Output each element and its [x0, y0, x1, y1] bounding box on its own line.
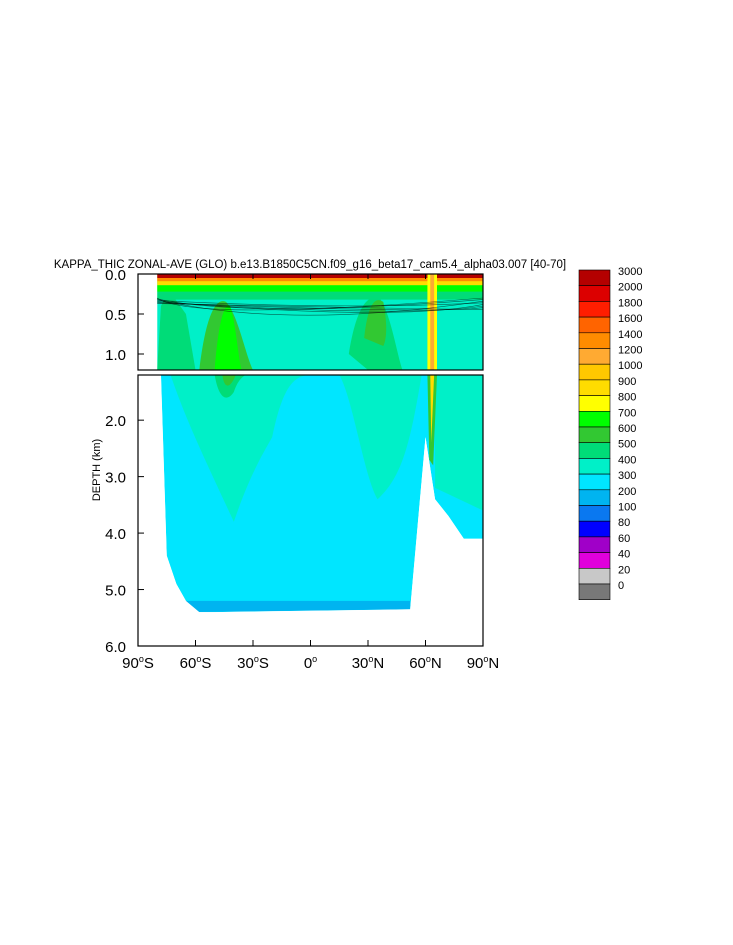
colorbar-label: 40 [618, 549, 630, 561]
colorbar-box [578, 348, 611, 365]
colorbar-box [578, 489, 611, 506]
upper-panel: 0.0 0.5 1.0 [105, 267, 484, 371]
x-tick-label: 60oS [180, 654, 212, 672]
colorbar-label: 800 [618, 392, 636, 404]
colorbar-label: 60 [618, 533, 630, 545]
colorbar-label: 100 [618, 502, 636, 514]
colorbar-box [578, 473, 611, 491]
colorbar-box [578, 363, 611, 381]
contour-line [157, 300, 483, 313]
colorbar-label: 500 [618, 439, 636, 451]
y-tick-label: 0.5 [105, 307, 126, 324]
x-tick-label: 90oS [122, 654, 154, 672]
colorbar-label: 200 [618, 486, 636, 498]
colorbar-label: 700 [618, 407, 636, 419]
contour-line [157, 301, 483, 312]
colorbar-box [578, 552, 611, 569]
land-north [410, 437, 483, 646]
colorbar-box [578, 285, 611, 302]
colorbar-box [578, 410, 611, 428]
y-tick-label: 6.0 [105, 639, 126, 656]
colorbar-label: 80 [618, 517, 630, 529]
x-tick-label: 60oN [409, 654, 442, 672]
contour-line [157, 303, 483, 310]
colorbar-label: 20 [618, 564, 630, 576]
colorbar-box [578, 505, 611, 522]
colorbar-label: 1600 [618, 313, 642, 325]
colorbar-box [578, 426, 611, 443]
lower-panel: 2.0 3.0 4.0 5.0 6.0 [105, 374, 484, 656]
colorbar-box [578, 520, 611, 538]
colorbar-box [578, 301, 611, 318]
x-tick-label: 90oN [467, 654, 500, 672]
colorbar-box [578, 316, 611, 334]
colorbar-legend: 3000200018001600140012001000900800700600… [578, 266, 642, 600]
y-tick-label: 0.0 [105, 267, 126, 284]
x-tick-label: 0o [304, 654, 317, 672]
field-southern-mode-700 [214, 305, 242, 370]
colorbar-label: 400 [618, 454, 636, 466]
contour-line [157, 299, 483, 316]
field-intermediate-400 [170, 375, 422, 522]
field-subpolar-lower-900 [430, 375, 435, 443]
colorbar-label: 600 [618, 423, 636, 435]
x-tick-label: 30oN [352, 654, 385, 672]
colorbar-label: 3000 [618, 266, 642, 278]
colorbar-label: 1800 [618, 297, 642, 309]
chart-title: KAPPA_THIC ZONAL-AVE (GLO) b.e13.B1850C5… [54, 259, 566, 271]
x-axis: 90oS 60oS 30oS 0o 30oN 60oN 90oN [122, 274, 499, 672]
colorbar-label: 1200 [618, 345, 642, 357]
y-tick-label: 1.0 [105, 347, 126, 364]
colorbar-box [578, 269, 611, 286]
field-southern-mode-lower-600 [222, 375, 236, 386]
colorbar-box [578, 395, 611, 412]
x-tick-label: 30oS [237, 654, 269, 672]
lower-field [138, 375, 483, 646]
colorbar-box [578, 536, 611, 553]
land-antarctica-upper [138, 274, 158, 370]
field-bottom-200 [185, 600, 411, 613]
colorbar-box [578, 458, 611, 475]
colorbar-label: 1000 [618, 360, 642, 372]
field-subpolar-1200 [430, 274, 435, 370]
colorbar-box [578, 332, 611, 349]
land-seafloor [138, 375, 411, 646]
colorbar-label: 0 [618, 580, 624, 592]
y-tick-label: 4.0 [105, 526, 126, 543]
y-tick-label: 3.0 [105, 470, 126, 487]
colorbar-label: 300 [618, 470, 636, 482]
field-surface-3000 [157, 274, 483, 278]
upper-field [138, 274, 483, 370]
colorbar-box [578, 379, 611, 396]
y-axis-label: DEPTH (km) [91, 439, 103, 501]
field-southern-mode-lower-500 [214, 375, 246, 398]
colorbar-label: 900 [618, 376, 636, 388]
colorbar-label: 1400 [618, 329, 642, 341]
field-arctic-400 [435, 375, 483, 511]
colorbar-box [578, 442, 611, 459]
y-tick-label: 5.0 [105, 583, 126, 600]
field-southern-high [157, 290, 196, 370]
colorbar-box [578, 567, 611, 585]
colorbar-label: 2000 [618, 282, 642, 294]
colorbar-box [578, 583, 611, 600]
y-tick-label: 2.0 [105, 413, 126, 430]
contour-line [157, 300, 483, 307]
field-northern-mode-600 [364, 300, 387, 346]
